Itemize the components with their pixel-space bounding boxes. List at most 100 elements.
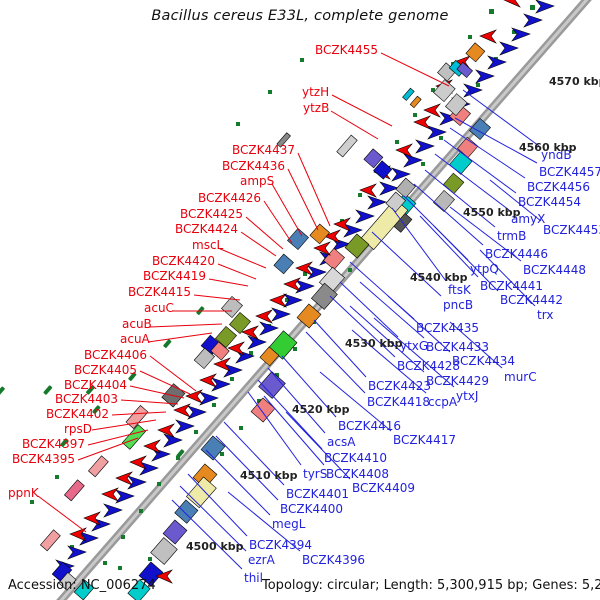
reverse-gene-label-bczk4437[interactable]: BCZK4437 [232,143,296,157]
forward-gene-label-murc[interactable]: murC [504,370,537,384]
reverse-gene-label-ppnk[interactable]: ppnK [8,486,39,500]
forward-gene-label-yndb[interactable]: yndB [541,148,572,162]
reverse-gene-label-ytzh[interactable]: ytzH [302,85,330,99]
forward-gene-label-ftsk[interactable]: ftsK [448,283,471,297]
forward-gene-label-acsa[interactable]: acsA [327,435,356,449]
reverse-gene-track[interactable] [39,0,521,600]
leader-line [281,355,337,418]
leader-line [215,435,279,501]
forward-gene-label-bczk4434[interactable]: BCZK4434 [452,354,516,368]
forward-gene-label-bczk4410[interactable]: BCZK4410 [324,451,388,465]
reverse-gene-label-mscl[interactable]: mscL [192,238,224,252]
forward-gene-label-bczk4429[interactable]: BCZK4429 [426,374,490,388]
reverse-gene-label-bczk4402[interactable]: BCZK4402 [46,407,110,421]
forward-gene-label-bczk4416[interactable]: BCZK4416 [338,419,402,433]
forward-gene-label-bczk4408[interactable]: BCZK4408 [326,467,390,481]
leader-line [297,152,331,227]
forward-gene-label-bczk4401[interactable]: BCZK4401 [286,487,350,501]
forward-gene-label-bczk4441[interactable]: BCZK4441 [480,279,544,293]
forward-gene-label-bczk4400[interactable]: BCZK4400 [280,502,344,516]
leader-line [267,367,326,434]
reverse-gene-label-bczk4436[interactable]: BCZK4436 [222,159,286,173]
leader-line [454,117,538,164]
forward-gene-label-megl[interactable]: megL [272,517,306,531]
reverse-gene-label-bczk4405[interactable]: BCZK4405 [74,363,138,377]
reverse-gene-label-bczk4455[interactable]: BCZK4455 [315,43,379,57]
leader-line [313,319,367,378]
forward-gene-label-bczk4396[interactable]: BCZK4396 [302,553,366,567]
forward-gene-label-bczk4448[interactable]: BCZK4448 [523,263,587,277]
forward-gene-label-ezra[interactable]: ezrA [248,553,275,567]
leader-line [449,321,503,369]
leader-line [371,231,442,297]
forward-gene-label-pncb[interactable]: pncB [443,298,474,312]
leader-line [171,499,243,570]
leader-line [139,370,191,395]
leader-line [217,263,257,280]
forward-gene-label-bczk4454[interactable]: BCZK4454 [518,195,582,209]
forward-gene-label-ytxg[interactable]: ytxG [400,339,429,353]
reverse-label-leader-lines [37,52,450,533]
leader-line [287,168,319,231]
forward-gene-label-tyrs[interactable]: tyrS [303,467,328,481]
leader-line [193,294,241,301]
reverse-gene-label-bczk4395[interactable]: BCZK4395 [12,452,76,466]
forward-gene-label-bczk4433[interactable]: BCZK4433 [426,340,490,354]
forward-gene-label-thil[interactable]: thil [244,571,263,585]
page-title: Bacillus cereus E33L, complete genome [151,8,449,24]
forward-gene-label-bczk4453[interactable]: BCZK4453 [543,223,600,237]
reverse-gene-label-bczk4426[interactable]: BCZK4426 [198,191,262,205]
forward-gene-label-trx[interactable]: trx [537,308,554,322]
leader-line [373,317,455,388]
forward-gene-label-trmb[interactable]: trmB [497,229,527,243]
leader-line [349,305,425,373]
forward-gene-label-bczk4417[interactable]: BCZK4417 [393,433,457,447]
reverse-gene-label-acua[interactable]: acuA [120,332,150,346]
reverse-gene-label-amps[interactable]: ampS [240,174,275,188]
leader-line [263,200,293,244]
forward-gene-label-bczk4456[interactable]: BCZK4456 [527,180,591,194]
leader-line [305,331,366,394]
reverse-gene-label-bczk4415[interactable]: BCZK4415 [128,285,192,299]
reverse-gene-label-acub[interactable]: acuB [122,317,152,331]
reverse-gene-label-bczk4425[interactable]: BCZK4425 [180,207,244,221]
reverse-gene-label-acuc[interactable]: acuC [144,301,174,315]
leader-line [359,281,425,339]
reverse-gene-label-bczk4419[interactable]: BCZK4419 [143,269,207,283]
leader-line [462,89,540,147]
forward-gene-label-bczk4394[interactable]: BCZK4394 [249,538,313,552]
reverse-gene-label-bczk4406[interactable]: BCZK4406 [84,348,148,362]
status-bar: Accession: NC_006274 Topology: circular;… [0,574,600,600]
scale-tick-4570: 4570 kbp [549,75,600,88]
forward-gene-label-bczk4428[interactable]: BCZK4428 [397,359,461,373]
reverse-gene-label-bczk4403[interactable]: BCZK4403 [55,392,119,406]
forward-gene-label-amyx[interactable]: amyX [511,212,546,226]
reverse-gene-label-rpsd[interactable]: rpsD [64,422,93,436]
leader-line [149,323,223,328]
reverse-gene-label-bczk4404[interactable]: BCZK4404 [64,378,128,392]
reverse-gene-label-bczk4424[interactable]: BCZK4424 [175,222,239,236]
forward-gene-track[interactable] [0,0,555,600]
forward-gene-label-bczk4418[interactable]: BCZK4418 [367,395,431,409]
leader-line [351,329,427,394]
forward-gene-label-ytxj[interactable]: ytxJ [456,389,479,403]
forward-gene-label-bczk4423[interactable]: BCZK4423 [368,379,432,393]
leader-line [271,183,303,237]
forward-gene-label-bczk4442[interactable]: BCZK4442 [500,293,564,307]
leader-line [434,153,510,211]
leader-line [391,207,447,282]
forward-gene-label-bczk4457[interactable]: BCZK4457 [539,165,600,179]
leader-line [37,495,87,533]
reverse-gene-label-bczk4397[interactable]: BCZK4397 [22,437,86,451]
forward-gene-label-ytpq[interactable]: ytpQ [470,262,499,276]
reverse-gene-label-bczk4420[interactable]: BCZK4420 [152,254,216,268]
forward-gene-label-bczk4446[interactable]: BCZK4446 [485,247,549,261]
forward-gene-label-bczk4435[interactable]: BCZK4435 [416,321,480,335]
leader-line [129,385,185,399]
forward-gene-label-bczk4409[interactable]: BCZK4409 [352,481,416,495]
reverse-gene-label-ytzb[interactable]: ytzB [303,101,330,115]
forward-gene-label-ccpa[interactable]: ccpA [428,395,458,409]
leader-line [149,355,197,392]
